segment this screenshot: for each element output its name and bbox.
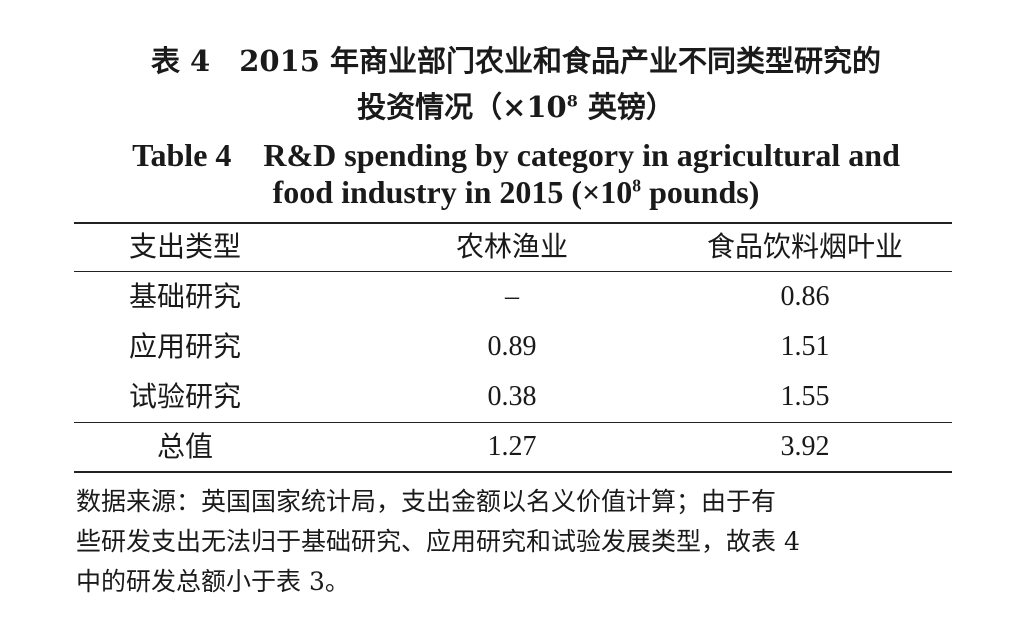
caption-en-exponent: 8 (632, 175, 642, 196)
row-food-cell: 0.86 (780, 281, 830, 312)
total-food-cell: 3.92 (780, 431, 830, 462)
caption-zh-line2: 投资情况（×108 英镑） (0, 84, 1032, 126)
note-line2: 些研发支出无法归于基础研究、应用研究和试验发展类型，故表 4 (76, 527, 800, 556)
row-agri-cell: – (505, 281, 519, 312)
total-agri-cell: 1.27 (487, 431, 537, 462)
caption-zh-line2-pre: 投资情况（×10 (357, 90, 567, 124)
row-type-cell: 试验研究 (128, 380, 241, 413)
note-line3: 中的研发总额小于表 3。 (76, 567, 350, 596)
row-type-cell: 应用研究 (128, 330, 241, 363)
note-line1: 数据来源：英国国家统计局，支出金额以名义价值计算；由于有 (76, 487, 777, 516)
caption-en-line1: Table 4 R&D spending by category in agri… (132, 137, 900, 173)
row-food-cell: 1.51 (780, 331, 830, 362)
row-agri-cell: 0.38 (487, 381, 537, 412)
header-cell-food: 食品饮料烟叶业 (706, 230, 903, 263)
total-type-cell: 总值 (156, 430, 213, 463)
caption-en-line2: food industry in 2015 (×108 pounds) (0, 174, 1032, 211)
caption-zh-exponent: 8 (566, 91, 578, 111)
header-cell-type: 支出类型 (128, 230, 241, 263)
row-food-cell: 1.55 (780, 381, 830, 412)
caption-zh-line2-post: 英镑） (577, 90, 675, 124)
caption-en-line2-pre: food industry in 2015 (×10 (272, 174, 633, 210)
table-header-rule (74, 271, 952, 272)
table-bottom-rule (74, 471, 952, 473)
caption-zh-line1: 表 4 2015 年商业部门农业和食品产业不同类型研究的 (150, 44, 882, 78)
header-cell-agri: 农林渔业 (455, 230, 568, 263)
caption-en-line2-post: pounds) (641, 174, 760, 210)
row-type-cell: 基础研究 (128, 280, 241, 313)
table-top-rule (74, 222, 952, 224)
row-agri-cell: 0.89 (487, 331, 537, 362)
table-total-rule (74, 422, 952, 423)
